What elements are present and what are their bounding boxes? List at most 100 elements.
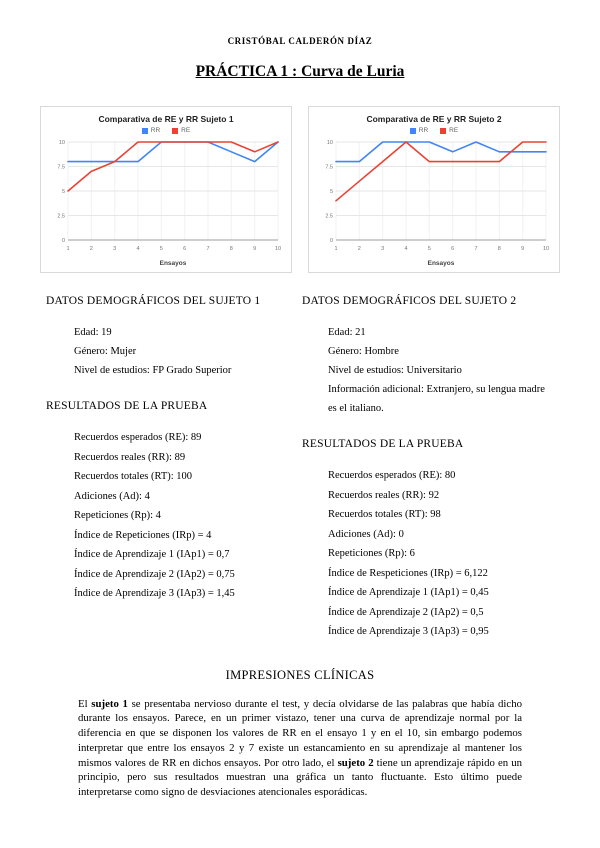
text-run: tiene un aprendizaje rápido en un princi… (78, 756, 522, 799)
chart-legend: RR RE (313, 127, 555, 134)
result-rp: Repeticiones (Rp): 6 (328, 548, 415, 559)
result-irp: Índice de Repeticiones (IRp) = 4 (74, 529, 212, 541)
field-genero: Género: Mujer (74, 346, 137, 357)
legend-swatch-re (440, 127, 447, 134)
svg-text:10: 10 (543, 246, 549, 252)
svg-text:7: 7 (206, 246, 209, 252)
result-iap2: Índice de Aprendizaje 2 (IAp2) = 0,5 (328, 606, 484, 618)
field-genero: Género: Hombre (328, 346, 399, 357)
svg-text:9: 9 (521, 246, 524, 252)
result-irp: Índice de Respeticiones (IRp) = 6,122 (328, 567, 488, 579)
chart-title-sujeto-1: Comparativa de RE y RR Sujeto 1 (98, 114, 234, 124)
field-edad: Edad: 21 (328, 327, 366, 338)
result-iap1: Índice de Aprendizaje 1 (IAp1) = 0,7 (74, 549, 230, 560)
legend-swatch-re (172, 127, 179, 134)
svg-text:8: 8 (230, 246, 233, 252)
legend-label-re: RE (181, 127, 191, 134)
svg-text:2: 2 (358, 246, 361, 252)
page-title: PRÁCTICA 1 : Curva de Luria (195, 63, 405, 80)
subjects-columns: DATOS DEMOGRÁFICOS DEL SUJETO 1 Edad: 19… (40, 295, 560, 642)
result-rr: Recuerdos reales (RR): 89 (74, 451, 186, 463)
impresiones-paragraph: El sujeto 1 se presentaba nervioso duran… (78, 697, 522, 801)
legend-swatch-rr (409, 127, 416, 134)
svg-text:Ensayos: Ensayos (160, 260, 187, 267)
svg-text:3: 3 (113, 246, 116, 252)
subject1-results-list: Recuerdos esperados (RE): 89 Recuerdos r… (40, 428, 300, 604)
svg-text:2: 2 (90, 246, 93, 252)
svg-text:4: 4 (136, 246, 139, 252)
legend-item-rr: RR (409, 127, 429, 134)
svg-text:5: 5 (62, 189, 65, 195)
field-informacion-adicional: Información adicional: Extranjero, su le… (328, 384, 545, 414)
svg-text:9: 9 (253, 246, 256, 252)
chart-legend: RR RE (45, 127, 287, 134)
svg-text:0: 0 (330, 238, 333, 244)
svg-text:0: 0 (62, 238, 65, 244)
result-ad: Adiciones (Ad): 4 (74, 490, 150, 502)
impresiones-clinicas-heading: IMPRESIONES CLÍNICAS (225, 667, 375, 682)
field-nivel-estudios: Nivel de estudios: FP Grado Superior (74, 365, 232, 376)
svg-text:2.5: 2.5 (325, 214, 333, 220)
result-re: Recuerdos esperados (RE): 80 (328, 470, 456, 481)
result-iap2: Índice de Aprendizaje 2 (IAp2) = 0,75 (74, 568, 235, 580)
legend-label-re: RE (449, 127, 459, 134)
line-chart-svg: 0 2.5 5 7.5 10 1 2 3 4 5 6 7 8 9 10 Ensayos (57, 140, 281, 267)
result-iap1: Índice de Aprendizaje 1 (IAp1) = 0,45 (328, 587, 489, 598)
svg-text:1: 1 (66, 246, 69, 252)
svg-text:5: 5 (330, 189, 333, 195)
bold-run: sujeto 2 (337, 756, 374, 769)
result-iap3: Índice de Aprendizaje 3 (IAp3) = 1,45 (74, 588, 235, 599)
svg-text:8: 8 (498, 246, 501, 252)
line-chart-sujeto-1: 0 2.5 5 7.5 10 1 2 3 4 5 6 7 8 9 10 Ensayos (45, 136, 287, 270)
subject1-column: DATOS DEMOGRÁFICOS DEL SUJETO 1 Edad: 19… (40, 295, 300, 642)
chart-title-sujeto-2: Comparativa de RE y RR Sujeto 2 (366, 114, 502, 124)
field-edad: Edad: 19 (74, 327, 112, 338)
line-chart-sujeto-2: 0 2.5 5 7.5 10 1 2 3 4 5 6 7 8 9 10 Ensayos (313, 136, 555, 270)
result-iap3: Índice de Aprendizaje 3 (IAp3) = 0,95 (328, 626, 489, 637)
result-rp: Repeticiones (Rp): 4 (74, 510, 161, 521)
subject2-demographics-list: Edad: 21 Género: Hombre Nivel de estudio… (300, 323, 560, 418)
legend-item-rr: RR (141, 127, 161, 134)
svg-text:2.5: 2.5 (57, 214, 65, 220)
subject2-column: DATOS DEMOGRÁFICOS DEL SUJETO 2 Edad: 21… (300, 295, 560, 642)
svg-text:5: 5 (428, 246, 431, 252)
line-chart-svg: 0 2.5 5 7.5 10 1 2 3 4 5 6 7 8 9 10 Ensayos (325, 140, 549, 267)
subject2-demographics-heading: DATOS DEMOGRÁFICOS DEL SUJETO 2 (302, 295, 517, 307)
chart-card-sujeto-1: Comparativa de RE y RR Sujeto 1 RR RE 0 2… (40, 106, 292, 273)
svg-text:10: 10 (59, 140, 65, 146)
author-name: CRISTÓBAL CALDERÓN DÍAZ (227, 36, 373, 46)
svg-text:10: 10 (327, 140, 333, 146)
result-re: Recuerdos esperados (RE): 89 (74, 432, 202, 443)
text-run: se presentaba nervioso durante el test, … (78, 697, 522, 769)
field-nivel-estudios: Nivel de estudios: Universitario (328, 365, 462, 376)
bold-run: sujeto 1 (91, 697, 128, 710)
svg-text:7.5: 7.5 (325, 165, 333, 171)
subject1-demographics-heading: DATOS DEMOGRÁFICOS DEL SUJETO 1 (46, 295, 261, 307)
svg-text:6: 6 (451, 246, 454, 252)
charts-row: Comparativa de RE y RR Sujeto 1 RR RE 0 2… (40, 106, 560, 273)
svg-text:5: 5 (160, 246, 163, 252)
legend-item-re: RE (172, 127, 190, 134)
svg-text:1: 1 (334, 246, 337, 252)
result-rt: Recuerdos totales (RT): 98 (328, 509, 441, 520)
svg-text:7.5: 7.5 (57, 165, 65, 171)
svg-text:10: 10 (275, 246, 281, 252)
subject2-results-heading: RESULTADOS DE LA PRUEBA (302, 438, 464, 450)
legend-item-re: RE (440, 127, 458, 134)
svg-text:6: 6 (183, 246, 186, 252)
result-rt: Recuerdos totales (RT): 100 (74, 471, 193, 482)
chart-card-sujeto-2: Comparativa de RE y RR Sujeto 2 RR RE 0 2… (308, 106, 560, 273)
result-ad: Adiciones (Ad): 0 (328, 528, 404, 540)
subject1-demographics-list: Edad: 19 Género: Mujer Nivel de estudios… (40, 323, 300, 380)
legend-label-rr: RR (150, 127, 161, 134)
svg-text:3: 3 (381, 246, 384, 252)
subject1-results-heading: RESULTADOS DE LA PRUEBA (46, 400, 208, 412)
subject2-results-list: Recuerdos esperados (RE): 80 Recuerdos r… (300, 466, 560, 642)
svg-text:Ensayos: Ensayos (428, 260, 455, 267)
svg-text:4: 4 (404, 246, 407, 252)
legend-label-rr: RR (418, 127, 429, 134)
result-rr: Recuerdos reales (RR): 92 (328, 489, 440, 501)
text-run: El (78, 697, 92, 710)
svg-text:7: 7 (474, 246, 477, 252)
